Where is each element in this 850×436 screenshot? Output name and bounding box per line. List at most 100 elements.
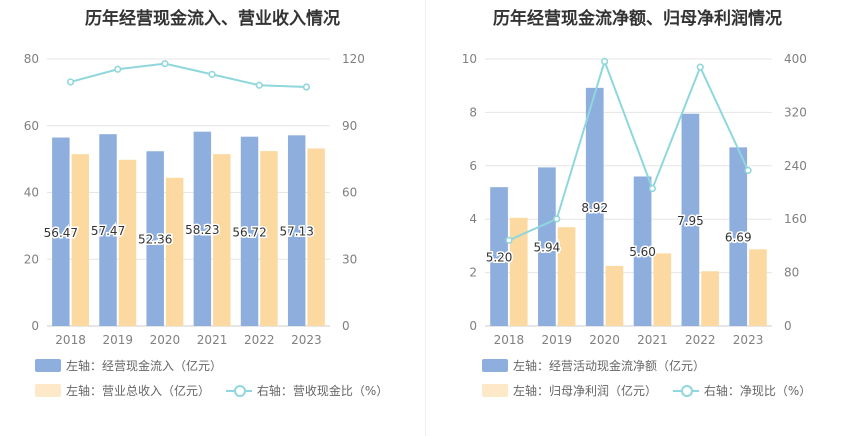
bar-secondary <box>557 227 576 326</box>
x-tick-label: 2021 <box>637 333 668 347</box>
legend-item[interactable]: 右轴：营收现金比（%） <box>225 382 389 400</box>
y-left-tick-label: 10 <box>462 52 477 66</box>
chart-legend: 左轴：经营现金流入（亿元） 左轴：营业总收入（亿元） 右轴：营收现金比（%） <box>35 357 415 407</box>
legend-label: 左轴：经营现金流入（亿元） <box>66 359 223 373</box>
y-left-tick-label: 0 <box>469 319 477 333</box>
x-tick-label: 2018 <box>494 333 525 347</box>
x-tick-label: 2023 <box>733 333 764 347</box>
x-tick-label: 2019 <box>541 333 572 347</box>
cash-inflow-revenue-chart: 历年经营现金流入、营业收入情况 0 20 40 60 80 0 30 60 90 120 2018 5… <box>24 9 415 407</box>
bar-data-label: 5.94 <box>534 241 561 255</box>
line-point <box>696 63 704 71</box>
legend-swatch <box>35 359 61 372</box>
legend-line-swatch <box>225 384 252 397</box>
legend-swatch <box>482 384 508 397</box>
line-point <box>505 236 513 244</box>
bar-primary <box>193 131 212 326</box>
chart-title: 历年经营现金流入、营业收入情况 <box>85 9 340 29</box>
legend-item[interactable]: 右轴：净现比（%） <box>672 382 812 400</box>
bar-secondary <box>653 253 672 326</box>
line-point <box>744 166 752 175</box>
line-point <box>553 215 561 223</box>
x-tick-label: 2020 <box>589 333 620 347</box>
line-point <box>161 60 169 68</box>
y-left-tick-label: 2 <box>469 266 477 280</box>
chart-title: 历年经营现金流净额、归母净利润情况 <box>493 9 782 29</box>
bar-secondary <box>118 159 137 326</box>
legend-line-swatch <box>672 384 699 397</box>
bar-primary <box>729 147 748 326</box>
bar-data-label: 57.47 <box>91 224 125 238</box>
bar-data-label: 57.13 <box>280 225 314 239</box>
bar-secondary <box>71 154 90 326</box>
bar-primary <box>490 187 508 326</box>
bar-data-label: 8.92 <box>581 201 608 215</box>
bar-secondary <box>260 151 278 326</box>
line-point <box>302 83 311 91</box>
bar-data-label: 6.69 <box>725 231 752 245</box>
ratio-line <box>70 62 307 89</box>
bar-secondary <box>749 249 767 326</box>
line-point <box>648 184 657 193</box>
bar-data-label: 58.23 <box>185 223 219 237</box>
x-tick-label: 2023 <box>291 333 322 347</box>
y-left-tick-label: 4 <box>469 212 477 226</box>
legend-label: 右轴：净现比（%） <box>703 384 812 398</box>
legend-item[interactable]: 左轴：归母净利润（亿元） <box>482 382 657 400</box>
y-left-tick-label: 8 <box>469 105 477 119</box>
y-left-tick-label: 6 <box>469 159 477 173</box>
y-left-tick-label: 20 <box>24 252 39 266</box>
ratio-line <box>508 58 749 242</box>
chart-legend: 左轴：经营活动现金流净额（亿元） 左轴：归母净利润（亿元） 右轴：净现比（%） <box>482 357 842 407</box>
bar-primary <box>146 151 164 326</box>
line-point <box>114 65 122 73</box>
bar-secondary <box>165 177 184 326</box>
y-right-tick-label: 400 <box>784 52 807 66</box>
line-point <box>208 70 216 78</box>
x-tick-label: 2022 <box>244 333 275 347</box>
bar-secondary <box>213 154 231 326</box>
chart-plot: 0 2 4 6 8 10 0 80 160 240 320 400 2018 5.20 2019 5.94 20… <box>462 52 807 347</box>
legend-label: 左轴：营业总收入（亿元） <box>66 384 211 398</box>
y-right-tick-label: 80 <box>784 266 799 280</box>
x-tick-label: 2018 <box>55 333 86 347</box>
line-point <box>66 78 75 86</box>
x-tick-label: 2022 <box>685 333 716 347</box>
y-left-tick-label: 0 <box>31 319 39 333</box>
bar-primary <box>633 176 652 326</box>
y-right-tick-label: 120 <box>342 52 365 66</box>
y-left-tick-label: 80 <box>24 52 39 66</box>
legend-label: 左轴：归母净利润（亿元） <box>513 384 658 398</box>
legend-item[interactable]: 左轴：营业总收入（亿元） <box>35 382 210 400</box>
legend-label: 右轴：营收现金比（%） <box>256 384 389 398</box>
bar-data-label: 56.72 <box>232 225 266 239</box>
y-left-tick-label: 60 <box>24 119 39 133</box>
legend-item[interactable]: 左轴：经营现金流入（亿元） <box>35 357 222 375</box>
bar-primary <box>287 135 306 326</box>
bar-secondary <box>307 148 325 326</box>
y-right-tick-label: 90 <box>342 119 357 133</box>
legend-swatch <box>35 384 61 397</box>
bar-data-label: 5.20 <box>486 251 513 265</box>
line-point <box>255 81 263 89</box>
y-right-tick-label: 160 <box>784 212 807 226</box>
y-right-tick-label: 240 <box>784 159 807 173</box>
bar-secondary <box>701 271 719 326</box>
bar-data-label: 56.47 <box>44 226 78 240</box>
legend-item[interactable]: 左轴：经营活动现金流净额（亿元） <box>482 357 705 375</box>
bar-data-label: 5.60 <box>629 245 656 259</box>
legend-swatch <box>482 359 508 372</box>
y-right-tick-label: 60 <box>342 186 357 200</box>
y-right-tick-label: 0 <box>784 319 792 333</box>
bar-primary <box>538 167 556 326</box>
bar-primary <box>52 137 70 326</box>
y-left-tick-label: 40 <box>24 186 39 200</box>
bar-data-label: 7.95 <box>677 214 704 228</box>
bar-primary <box>585 87 604 326</box>
net-cashflow-profit-chart: 历年经营现金流净额、归母净利润情况 0 2 4 6 8 10 0 80 160 240 320 400… <box>425 0 850 436</box>
bar-secondary <box>509 217 528 326</box>
y-right-tick-label: 320 <box>784 105 807 119</box>
x-tick-label: 2021 <box>197 333 228 347</box>
line-point <box>600 57 609 66</box>
panel-divider <box>425 0 426 436</box>
